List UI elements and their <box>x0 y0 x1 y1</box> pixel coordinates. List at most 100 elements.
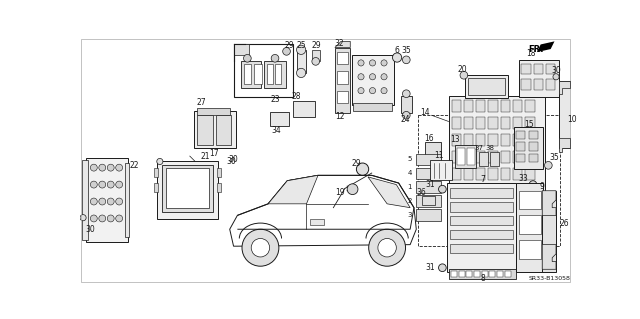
Bar <box>516 183 543 271</box>
Bar <box>476 168 485 180</box>
Bar <box>534 64 543 74</box>
Bar <box>81 160 88 240</box>
Ellipse shape <box>99 198 106 205</box>
Text: 30: 30 <box>227 157 236 166</box>
Ellipse shape <box>99 164 106 171</box>
Text: 23: 23 <box>271 95 280 104</box>
Bar <box>529 154 538 162</box>
Bar <box>457 148 465 165</box>
Bar <box>418 115 560 246</box>
Text: 10: 10 <box>568 115 577 124</box>
Bar <box>166 168 209 208</box>
Text: 14: 14 <box>420 108 430 117</box>
Bar <box>546 64 556 74</box>
Text: 4: 4 <box>407 170 412 176</box>
Ellipse shape <box>90 181 97 188</box>
Bar <box>454 145 476 168</box>
Text: 26: 26 <box>560 219 570 227</box>
Text: 35: 35 <box>401 46 411 55</box>
Polygon shape <box>537 41 554 52</box>
Bar <box>519 191 541 209</box>
Bar <box>241 61 261 87</box>
Text: 30: 30 <box>551 66 561 75</box>
Bar <box>452 168 461 180</box>
Bar <box>514 127 543 169</box>
Bar <box>468 78 506 95</box>
Ellipse shape <box>438 264 446 271</box>
Text: 7: 7 <box>481 175 486 184</box>
Text: 35: 35 <box>550 153 559 162</box>
Bar <box>522 64 531 74</box>
Ellipse shape <box>403 90 410 98</box>
Bar <box>254 64 262 84</box>
Bar <box>542 191 556 271</box>
Ellipse shape <box>369 87 376 94</box>
Text: 3: 3 <box>407 211 412 218</box>
Ellipse shape <box>403 56 410 64</box>
Ellipse shape <box>80 215 86 221</box>
Bar <box>504 271 511 277</box>
Polygon shape <box>542 191 556 215</box>
Bar <box>529 131 538 139</box>
Bar <box>464 151 473 163</box>
Bar <box>466 271 472 277</box>
Bar <box>464 134 473 146</box>
Ellipse shape <box>90 215 97 222</box>
Text: 37: 37 <box>475 145 484 152</box>
Bar <box>476 151 485 163</box>
Ellipse shape <box>271 55 279 62</box>
Bar <box>310 219 324 226</box>
Bar <box>488 117 498 129</box>
Text: 9: 9 <box>539 182 544 191</box>
Ellipse shape <box>358 60 364 66</box>
Bar <box>450 244 513 253</box>
Text: 30: 30 <box>86 225 95 234</box>
Ellipse shape <box>347 184 358 195</box>
Bar <box>513 134 522 146</box>
Text: 28: 28 <box>292 92 301 100</box>
Text: 33: 33 <box>519 174 529 183</box>
Ellipse shape <box>108 164 114 171</box>
Ellipse shape <box>108 215 114 222</box>
Bar <box>196 108 230 115</box>
Bar <box>500 100 510 112</box>
Bar <box>353 103 392 111</box>
Bar <box>271 112 289 126</box>
Ellipse shape <box>381 87 387 94</box>
Bar <box>500 117 510 129</box>
Ellipse shape <box>378 239 396 257</box>
Ellipse shape <box>99 181 106 188</box>
Bar <box>476 117 485 129</box>
Bar <box>216 115 231 145</box>
Text: 19: 19 <box>335 188 345 197</box>
Polygon shape <box>542 245 556 269</box>
Bar <box>449 269 516 278</box>
Bar <box>450 230 513 239</box>
Ellipse shape <box>244 55 252 62</box>
Text: 13: 13 <box>450 136 460 145</box>
Text: 31: 31 <box>425 263 435 272</box>
Bar <box>497 271 503 277</box>
Bar <box>450 216 513 226</box>
Bar <box>464 117 473 129</box>
Ellipse shape <box>358 87 364 94</box>
Ellipse shape <box>369 74 376 80</box>
Bar <box>546 79 556 90</box>
Ellipse shape <box>108 198 114 205</box>
Text: 24: 24 <box>401 115 410 124</box>
Bar <box>447 183 516 271</box>
Text: 31: 31 <box>425 180 435 189</box>
Bar <box>217 168 221 177</box>
Text: 29: 29 <box>284 41 294 50</box>
Bar <box>525 134 534 146</box>
Ellipse shape <box>529 181 537 189</box>
Bar <box>464 168 473 180</box>
Text: 29: 29 <box>312 41 321 50</box>
Bar <box>519 215 541 234</box>
Bar <box>519 60 559 97</box>
Bar <box>500 168 510 180</box>
Text: 25: 25 <box>296 41 306 50</box>
Bar <box>525 117 534 129</box>
Bar <box>452 117 461 129</box>
Text: 20: 20 <box>458 64 467 74</box>
